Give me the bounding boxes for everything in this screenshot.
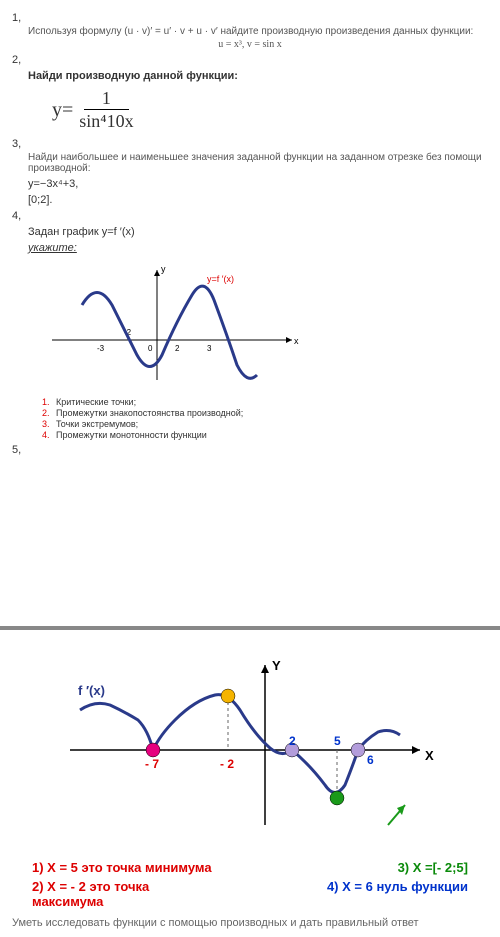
p4-leg-n4: 4. [42,430,56,440]
p3-interval: [0;2]. [28,194,488,206]
p4-leg-n3: 3. [42,419,56,429]
bottom-axis-y: Y [272,658,281,673]
p2-text: Найди производную данной функции: [28,70,488,82]
bt-2: 2 [289,734,296,748]
p4-leg-n1: 1. [42,397,56,407]
p4-curve [82,286,257,378]
p4-graph-svg: x y -3 -2 0 2 3 y=f ′(x) [42,260,302,390]
p2-num: 2, [12,54,488,66]
p4-tick-4: 3 [207,344,212,353]
ans-1: 1) X = 5 это точка минимума [32,860,212,875]
bottom-axis-x: X [425,748,434,763]
ans-4: 4) X = 6 нуль функции [327,879,468,909]
p2-frac-den: sin⁴10x [79,110,133,132]
p5-num: 5, [12,444,488,456]
p4-tick-3: 2 [175,344,180,353]
p4-title: Задан график y=f ′(x) [28,226,488,238]
p2-frac-num: 1 [84,88,129,110]
p3-text: Найди наибольшее и наименьшее значения з… [28,152,488,174]
point-5 [330,791,344,805]
bottom-f-label: f ′(x) [78,683,105,698]
p4-leg-2: Промежутки знакопостоянства производной; [56,408,243,418]
p4-tick-2: 0 [148,344,153,353]
p4-axis-x: x [294,336,299,346]
p4-axis-y: y [161,264,166,274]
point-m7 [146,743,160,757]
p4-graph-label: y=f ′(x) [207,274,234,284]
p1-text: Используя формулу (u · v)′ = u′ · v + u … [28,26,488,37]
p4-subtitle: укажите: [28,242,488,254]
p2-equation: y= 1 sin⁴10x [52,88,488,132]
p4-leg-4: Промежутки монотонности функции [56,430,207,440]
bt-0: - 7 [145,757,159,771]
point-6 [351,743,365,757]
point-m2 [221,689,235,703]
p4-leg-3: Точки экстремумов; [56,419,138,429]
bottom-curve [80,695,400,793]
bt-4: 6 [367,753,374,767]
page-divider [0,626,500,630]
bottom-graph-svg: X Y f ′(x) - 7 - 2 2 5 6 [60,650,440,850]
p3-num: 3, [12,138,488,150]
p1-num: 1, [12,12,488,24]
bt-3: 5 [334,734,341,748]
ans-2: 2) X = - 2 это точка максимума [32,879,212,909]
p3-eq: y=−3x⁴+3, [28,178,488,190]
footer-text: Уметь исследовать функции с помощью прои… [12,917,488,929]
p4-leg-1: Критические точки; [56,397,136,407]
p2-fraction: 1 sin⁴10x [79,88,133,132]
p4-tick-0: -3 [97,344,105,353]
p4-leg-n2: 2. [42,408,56,418]
p4-graph: x y -3 -2 0 2 3 y=f ′(x) [42,260,488,393]
bt-1: - 2 [220,757,234,771]
ans-3: 3) X =[- 2;5] [398,860,468,875]
answers-block: 1) X = 5 это точка минимума 3) X =[- 2;5… [32,860,468,909]
p2-eq-left: y= [52,99,73,122]
p1-formula: u = x³, v = sin x [12,39,488,50]
p4-legend: 1.Критические точки; 2.Промежутки знакоп… [42,397,488,440]
p4-num: 4, [12,210,488,222]
